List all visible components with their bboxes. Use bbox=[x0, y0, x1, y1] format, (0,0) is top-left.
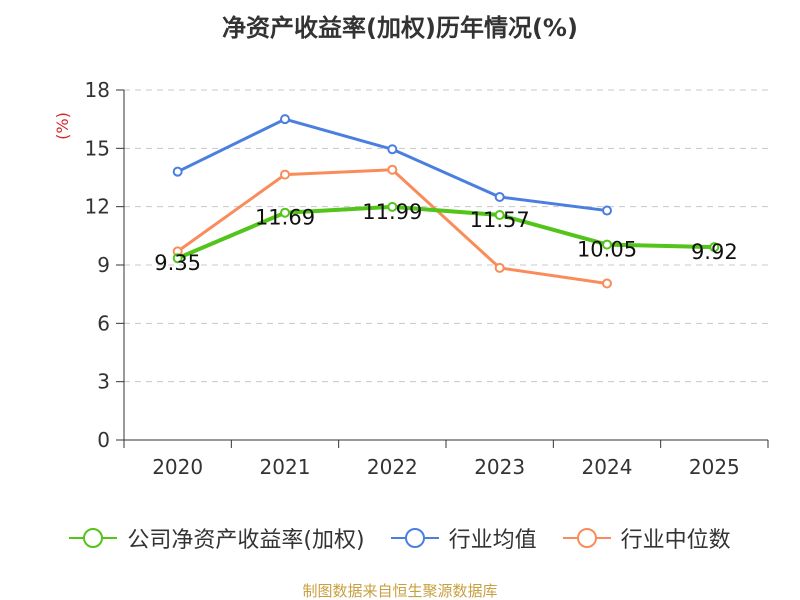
point-industry-mean-2021[interactable] bbox=[280, 114, 290, 125]
legend-swatch-industry-mean bbox=[390, 528, 439, 548]
y-tick-label-18: 18 bbox=[85, 78, 110, 102]
point-industry-median-2024[interactable] bbox=[602, 278, 612, 289]
point-industry-mean-2022[interactable] bbox=[387, 144, 398, 155]
x-tick-label-2025: 2025 bbox=[689, 455, 740, 479]
legend-item-industry-median[interactable]: 行业中位数 bbox=[562, 522, 731, 554]
legend-label-industry-mean: 行业均值 bbox=[448, 528, 537, 553]
chart-legend: 公司净资产收益率(加权) 行业均值 行业中位数 bbox=[0, 522, 800, 554]
point-company-roe-2021[interactable] bbox=[280, 207, 290, 218]
legend-item-industry-mean[interactable]: 行业均值 bbox=[390, 522, 537, 554]
point-company-roe-2024[interactable] bbox=[602, 239, 612, 250]
point-company-roe-2023[interactable] bbox=[494, 210, 505, 221]
source-note: 制图数据来自恒生聚源数据库 bbox=[302, 582, 498, 600]
legend-item-company-roe[interactable]: 公司净资产收益率(加权) bbox=[69, 522, 365, 554]
y-tick-label-15: 15 bbox=[85, 136, 110, 160]
data-label-company-roe-2021: 11.69 bbox=[255, 206, 315, 230]
point-company-roe-2025[interactable] bbox=[709, 242, 720, 253]
x-tick-label-2023: 2023 bbox=[474, 455, 525, 479]
legend-label-company-roe: 公司净资产收益率(加权) bbox=[127, 528, 365, 553]
x-tick-label-2020: 2020 bbox=[152, 455, 203, 479]
data-label-company-roe-2022: 11.99 bbox=[362, 200, 422, 224]
point-industry-median-2021[interactable] bbox=[280, 169, 290, 180]
point-industry-median-2022[interactable] bbox=[387, 164, 398, 175]
y-tick-label-9: 9 bbox=[97, 253, 110, 277]
point-company-roe-2022[interactable] bbox=[387, 201, 398, 212]
x-tick-label-2024: 2024 bbox=[582, 455, 633, 479]
chart-title: 净资产收益率(加权)历年情况(%) bbox=[222, 14, 578, 42]
y-tick-label-0: 0 bbox=[97, 428, 110, 452]
legend-swatch-company-roe bbox=[69, 528, 118, 548]
data-label-company-roe-2023: 11.57 bbox=[470, 208, 530, 232]
x-tick-label-2022: 2022 bbox=[367, 455, 418, 479]
point-industry-mean-2020[interactable] bbox=[172, 166, 183, 177]
point-industry-median-2023[interactable] bbox=[494, 262, 505, 273]
data-label-company-roe-2020: 9.35 bbox=[154, 251, 201, 275]
data-label-company-roe-2025: 9.92 bbox=[691, 240, 738, 264]
y-tick-label-6: 6 bbox=[97, 311, 110, 335]
legend-swatch-industry-median bbox=[562, 528, 611, 548]
series-line-company-roe bbox=[176, 204, 715, 261]
point-industry-mean-2023[interactable] bbox=[494, 191, 505, 202]
y-tick-label-12: 12 bbox=[85, 195, 110, 219]
data-label-company-roe-2024: 10.05 bbox=[577, 238, 637, 262]
y-axis-unit-label: (%) bbox=[53, 112, 72, 140]
legend-label-industry-median: 行业中位数 bbox=[620, 528, 731, 553]
y-tick-label-3: 3 bbox=[97, 370, 110, 394]
point-company-roe-2020[interactable] bbox=[172, 253, 183, 264]
point-industry-mean-2024[interactable] bbox=[602, 205, 612, 216]
x-tick-label-2021: 2021 bbox=[260, 455, 311, 479]
